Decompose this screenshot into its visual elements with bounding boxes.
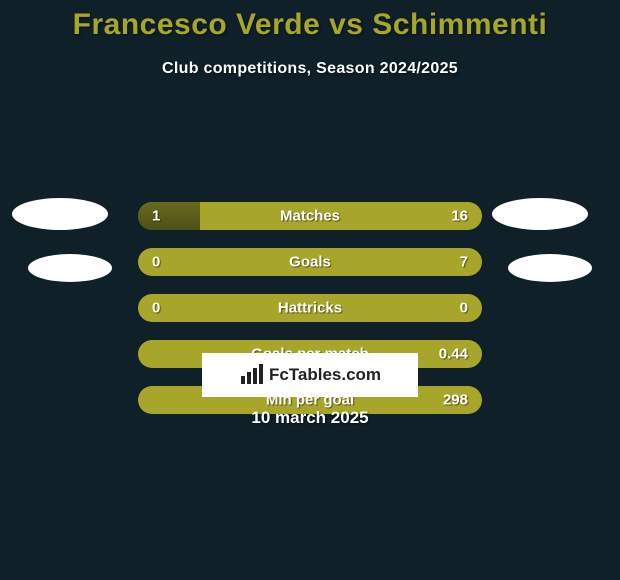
value-right: 0: [460, 300, 468, 317]
brand-badge: FcTables.com: [202, 353, 418, 397]
value-left: 1: [152, 208, 160, 225]
value-right: 16: [451, 208, 468, 225]
stat-label: Matches: [280, 208, 340, 225]
stat-row-goals: 0 Goals 7: [138, 248, 482, 276]
stat-label: Hattricks: [278, 300, 342, 317]
bar-left-fill: [138, 202, 200, 230]
player-left-bubble-1: [12, 198, 108, 230]
page-title: Francesco Verde vs Schimmenti: [0, 0, 620, 42]
value-right: 298: [443, 392, 468, 409]
stat-label: Goals: [289, 254, 331, 271]
value-left: 0: [152, 300, 160, 317]
stat-row-matches: 1 Matches 16: [138, 202, 482, 230]
bar-chart-icon: [239, 364, 265, 386]
stat-row-hattricks: 0 Hattricks 0: [138, 294, 482, 322]
subtitle: Club competitions, Season 2024/2025: [0, 60, 620, 78]
player-right-bubble-1: [492, 198, 588, 230]
date-text: 10 march 2025: [251, 408, 368, 428]
value-right: 7: [460, 254, 468, 271]
value-right: 0.44: [439, 346, 468, 363]
value-left: 0: [152, 254, 160, 271]
brand-text: FcTables.com: [269, 365, 381, 385]
player-left-bubble-2: [28, 254, 112, 282]
player-right-bubble-2: [508, 254, 592, 282]
